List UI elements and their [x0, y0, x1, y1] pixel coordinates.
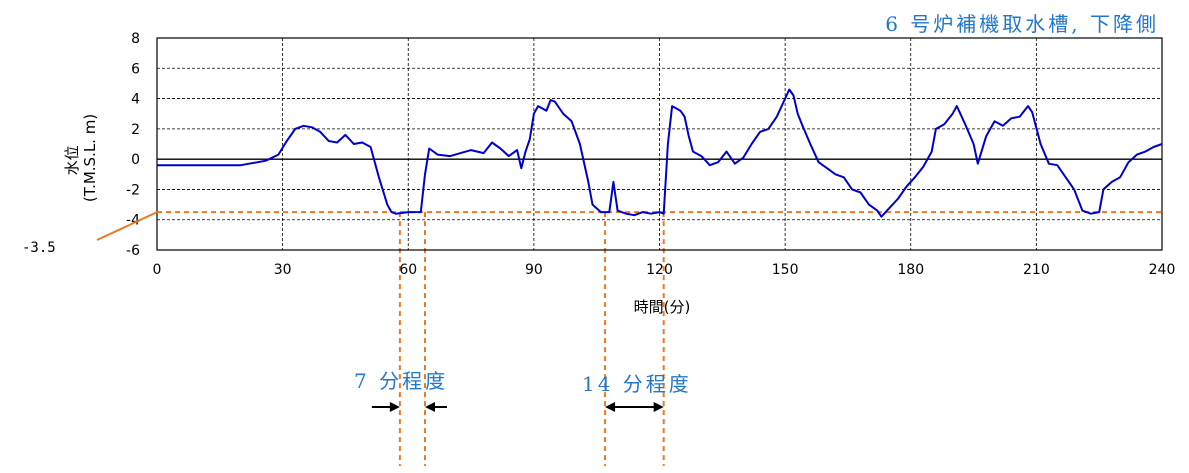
arrow-7min-left-head [389, 402, 400, 412]
annotation-7min: 7 分程度 [354, 369, 448, 393]
x-axis-title: 時間(分) [634, 298, 691, 316]
x-tick-label: 90 [525, 262, 543, 278]
arrow-7min-right-head [425, 402, 435, 412]
reference-leader-line [96, 211, 158, 241]
y-tick-label: 4 [131, 92, 140, 108]
x-tick-label: 210 [1023, 262, 1050, 278]
reference-line-label: -3.5 [22, 240, 56, 256]
y-tick-label: -6 [126, 243, 140, 259]
reference-line-group: -3.5 [22, 211, 1162, 256]
x-tick-label: 150 [772, 262, 799, 278]
x-tick-label: 180 [897, 262, 924, 278]
x-tick-label: 60 [399, 262, 417, 278]
arrow-14min-head-left [605, 402, 616, 412]
y-tick-label: 8 [131, 31, 140, 47]
y-axis-title: 水位 (T.M.S.L. m) [63, 114, 99, 202]
series-line [157, 88, 1163, 218]
duration-arrows [371, 402, 664, 412]
x-tick-label: 0 [153, 262, 162, 278]
grid [157, 38, 1162, 250]
vertical-markers [398, 212, 665, 466]
x-tick-label: 120 [646, 262, 673, 278]
y-tick-label: 6 [131, 61, 140, 77]
y-tick-label: 2 [131, 122, 140, 138]
x-tick-labels: 0 30 60 90 120 150 180 210 240 [153, 262, 1176, 278]
arrow-14min-head-right [653, 402, 664, 412]
chart-title: 6 号炉補機取水槽, 下降側 [885, 12, 1159, 36]
y-tick-label: 0 [131, 152, 140, 168]
x-tick-label: 30 [274, 262, 292, 278]
annotation-14min: 14 分程度 [582, 372, 692, 396]
y-axis-title-line2: (T.M.S.L. m) [81, 114, 99, 202]
y-tick-label: -2 [126, 182, 140, 198]
y-axis-title-line1: 水位 [63, 145, 81, 175]
x-tick-label: 240 [1149, 262, 1176, 278]
